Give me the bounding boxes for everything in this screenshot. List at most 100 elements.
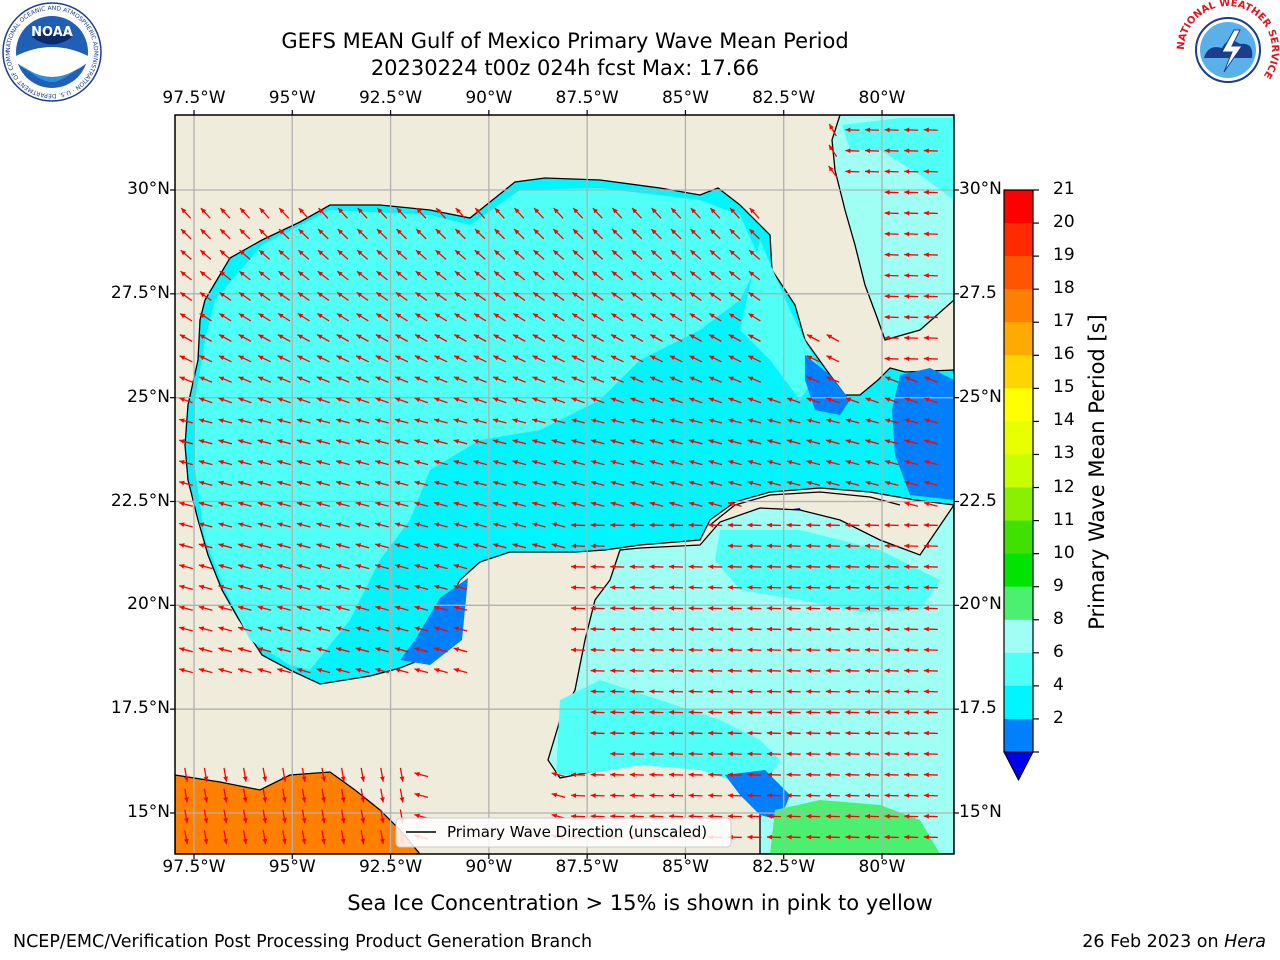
wave-arrow (708, 501, 723, 507)
wave-arrow (474, 228, 486, 240)
lon-label: 82.5°W (752, 857, 816, 877)
wave-arrow (473, 459, 487, 466)
wave-arrow (670, 228, 682, 240)
wave-arrow (904, 813, 919, 819)
wave-arrow (433, 647, 448, 653)
wave-arrow (884, 813, 899, 819)
footer-date: 26 Feb 2023 on (1082, 932, 1225, 952)
wave-arrow (394, 626, 409, 632)
wave-arrow (845, 730, 860, 736)
wave-arrow (611, 270, 624, 281)
colorbar-tick-label: 15 (1053, 377, 1075, 398)
wave-arrow (649, 480, 664, 487)
wave-arrow (708, 647, 723, 653)
wave-arrow (453, 647, 468, 653)
wave-arrow (766, 585, 782, 590)
wave-arrow (669, 439, 683, 445)
wave-arrow (708, 793, 723, 798)
wave-arrow (316, 459, 331, 466)
lat-label-left: 25°N (127, 386, 170, 407)
wave-arrow (611, 249, 623, 260)
wave-arrow (591, 270, 604, 281)
wave-arrow (512, 334, 526, 342)
wave-arrow (355, 439, 370, 445)
wave-arrow (571, 397, 585, 404)
wave-arrow (435, 207, 447, 219)
wave-arrow (239, 228, 251, 240)
wave-arrow (473, 312, 487, 322)
wave-arrow (904, 459, 919, 466)
wave-arrow (198, 418, 213, 424)
wave-arrow (649, 730, 664, 736)
footer-left: NCEP/EMC/Verification Post Processing Pr… (13, 932, 593, 952)
wave-arrow (375, 522, 389, 528)
wave-arrow (572, 249, 584, 260)
wave-arrow (414, 355, 428, 363)
wave-arrow (923, 231, 938, 237)
wave-arrow (923, 772, 938, 778)
wave-arrow (298, 228, 310, 240)
wave-arrow (864, 169, 880, 174)
wave-arrow (629, 772, 644, 778)
wave-arrow (571, 376, 585, 383)
wave-arrow (200, 207, 211, 219)
wave-arrow (218, 522, 233, 528)
wave-arrow (591, 291, 604, 301)
wave-arrow (453, 563, 468, 570)
wave-arrow (473, 291, 487, 301)
wave-arrow (453, 439, 468, 445)
wave-arrow (611, 207, 623, 219)
colorbar-swatch (1004, 619, 1033, 654)
wave-arrow (531, 522, 546, 528)
wave-arrow (610, 585, 625, 590)
wave-arrow (316, 647, 331, 653)
wave-arrow (668, 522, 684, 528)
wave-arrow (629, 647, 644, 653)
lon-label: 90°W (465, 88, 513, 108)
wave-arrow (435, 228, 447, 240)
wave-arrow (826, 376, 840, 383)
wave-arrow (570, 585, 586, 590)
colorbar-tick-label: 4 (1053, 674, 1064, 695)
wave-arrow (728, 334, 742, 342)
wave-arrow (218, 647, 233, 653)
wave-arrow (198, 522, 213, 528)
wave-arrow (394, 667, 409, 674)
wave-arrow (708, 480, 723, 487)
wave-arrow (669, 312, 683, 322)
wave-arrow (321, 767, 326, 782)
wave-arrow (590, 522, 605, 528)
wave-arrow (375, 459, 389, 466)
wave-arrow (493, 291, 506, 301)
wave-arrow (570, 626, 586, 632)
wave-arrow (301, 809, 307, 824)
wave-arrow (296, 605, 311, 611)
wave-arrow (668, 605, 684, 611)
wave-arrow (218, 355, 232, 363)
wave-arrow (414, 771, 429, 778)
wave-arrow (923, 689, 938, 694)
wave-arrow (552, 249, 565, 260)
wave-arrow (629, 626, 644, 632)
wave-arrow (845, 751, 860, 757)
wave-arrow (218, 397, 233, 404)
colorbar-tick-label: 21 (1053, 179, 1075, 199)
wave-arrow (806, 730, 821, 736)
wave-arrow (277, 312, 291, 322)
wave-arrow (806, 418, 821, 424)
wave-arrow (257, 647, 272, 653)
wave-arrow (316, 480, 331, 487)
wave-arrow (590, 585, 605, 590)
wave-arrow (864, 585, 880, 590)
wave-arrow (532, 334, 546, 342)
wave-arrow (257, 626, 272, 632)
wave-arrow (806, 376, 820, 383)
wave-arrow (590, 605, 605, 611)
wave-arrow (335, 397, 350, 404)
wave-arrow (629, 459, 644, 466)
wave-arrow (864, 730, 880, 736)
wave-arrow (296, 667, 311, 674)
wave-arrow (375, 563, 389, 570)
wave-arrow (629, 730, 644, 736)
wave-arrow (237, 522, 252, 528)
